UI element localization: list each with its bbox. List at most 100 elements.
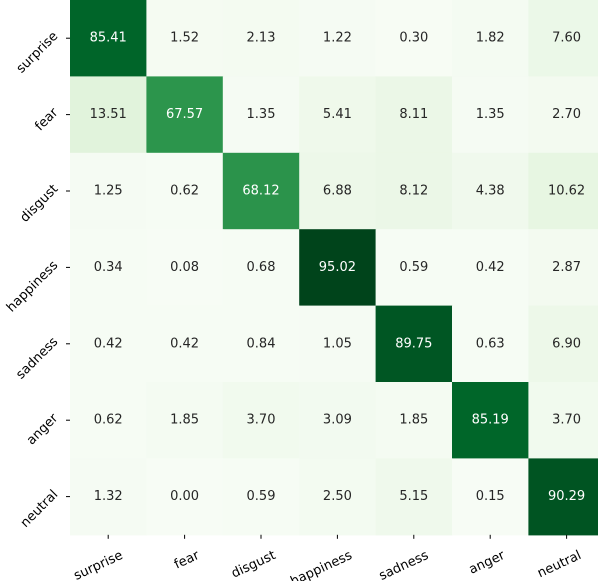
- cell-value-label: 1.82: [476, 31, 505, 46]
- heatmap-cell-anger-happiness: [299, 382, 377, 459]
- heatmap-cell-disgust-neutral: [528, 152, 598, 230]
- cell-value-label: 8.11: [399, 107, 428, 122]
- y-axis: surprise fear disgust happiness sadness anger…: [4, 29, 70, 531]
- heatmap-cell-happiness-happiness: [299, 229, 377, 307]
- cell-value-label: 3.70: [247, 413, 276, 428]
- heatmap-cell-sadness-surprise: [70, 305, 147, 383]
- heatmap-cell-anger-anger: [452, 382, 529, 459]
- cell-value-label: 3.09: [323, 413, 352, 428]
- heatmap-cell-neutral-surprise: [70, 458, 147, 536]
- x-tick-label-anger: anger: [467, 548, 508, 578]
- heatmap-cell-neutral-fear: [146, 458, 224, 536]
- heatmap-cell-surprise-disgust: [222, 0, 300, 77]
- y-tick-label-disgust: disgust: [17, 182, 61, 226]
- y-tick-label-happiness: happiness: [4, 258, 62, 316]
- cell-value-label: 0.68: [247, 260, 276, 275]
- heatmap-cell-neutral-happiness: [299, 458, 377, 536]
- x-axis: surprise fear disgust happiness sadness anger…: [72, 534, 584, 581]
- cell-value-label: 0.59: [399, 260, 428, 275]
- cell-value-label: 0.63: [476, 336, 505, 351]
- cell-value-label: 85.19: [472, 413, 509, 428]
- heatmap-cell-fear-disgust: [222, 76, 300, 154]
- heatmap-cell-neutral-neutral: [528, 458, 598, 536]
- heatmap-cell-fear-sadness: [375, 76, 453, 154]
- heatmap-cell-happiness-anger: [452, 229, 529, 307]
- heatmap-cells: [70, 0, 598, 536]
- heatmap-cell-happiness-neutral: [528, 229, 598, 307]
- heatmap-cell-surprise-happiness: [299, 0, 377, 77]
- cell-value-label: 6.90: [552, 336, 581, 351]
- heatmap-cell-surprise-surprise: [70, 0, 147, 77]
- cell-value-label: 90.29: [548, 489, 585, 504]
- heatmap-cell-neutral-disgust: [222, 458, 300, 536]
- heatmap-cell-sadness-disgust: [222, 305, 300, 383]
- heatmap-cell-surprise-anger: [452, 0, 529, 77]
- heatmap-cell-surprise-fear: [146, 0, 224, 77]
- heatmap-cell-sadness-happiness: [299, 305, 377, 383]
- cell-value-label: 4.38: [476, 184, 505, 199]
- cell-value-label: 5.15: [399, 489, 428, 504]
- cell-value-label: 0.00: [170, 489, 199, 504]
- heatmap-cell-disgust-fear: [146, 152, 224, 230]
- heatmap-cell-neutral-anger: [452, 458, 529, 536]
- heatmap-cell-disgust-happiness: [299, 152, 377, 230]
- heatmap-cell-sadness-neutral: [528, 305, 598, 383]
- heatmap-cell-sadness-fear: [146, 305, 224, 383]
- cell-value-label: 2.70: [552, 107, 581, 122]
- heatmap-cell-happiness-fear: [146, 229, 224, 307]
- cell-value-label: 68.12: [242, 184, 279, 199]
- heatmap-cell-disgust-disgust: [222, 152, 300, 230]
- y-tick-label-surprise: surprise: [14, 29, 62, 77]
- heatmap-cell-disgust-sadness: [375, 152, 453, 230]
- heatmap-cell-fear-neutral: [528, 76, 598, 154]
- cell-value-label: 0.15: [476, 489, 505, 504]
- x-tick-label-surprise: surprise: [72, 548, 126, 581]
- cell-value-label: 5.41: [323, 107, 352, 122]
- cell-value-label: 0.62: [94, 413, 123, 428]
- cell-value-label: 13.51: [90, 107, 127, 122]
- cell-value-label: 7.60: [552, 31, 581, 46]
- heatmap-cell-happiness-surprise: [70, 229, 147, 307]
- cell-value-label: 0.42: [476, 260, 505, 275]
- y-tick-label-fear: fear: [32, 105, 61, 134]
- cell-value-label: 95.02: [319, 260, 356, 275]
- cell-value-label: 2.13: [247, 31, 276, 46]
- heatmap-cell-happiness-sadness: [375, 229, 453, 307]
- x-tick-label-fear: fear: [172, 548, 202, 573]
- cell-value-label: 1.85: [170, 413, 199, 428]
- cell-value-label: 8.12: [399, 184, 428, 199]
- heatmap-cell-surprise-sadness: [375, 0, 453, 77]
- y-tick-label-neutral: neutral: [18, 487, 61, 530]
- cell-value-label: 1.05: [323, 336, 352, 351]
- heatmap-cell-fear-anger: [452, 76, 529, 154]
- heatmap-cell-anger-fear: [146, 382, 224, 459]
- cell-value-label: 1.32: [94, 489, 123, 504]
- y-tick-label-sadness: sadness: [13, 334, 61, 382]
- cell-value-label: 3.70: [552, 413, 581, 428]
- x-tick-label-neutral: neutral: [535, 548, 583, 581]
- heatmap-cell-anger-neutral: [528, 382, 598, 459]
- heatmap-cell-fear-surprise: [70, 76, 147, 154]
- heatmap-cell-anger-surprise: [70, 382, 147, 459]
- cell-value-label: 0.84: [247, 336, 276, 351]
- cell-value-label: 0.34: [94, 260, 123, 275]
- cell-value-label: 1.35: [476, 107, 505, 122]
- x-tick-label-disgust: disgust: [229, 548, 278, 581]
- cell-value-label: 1.25: [94, 184, 123, 199]
- cell-value-label: 0.42: [94, 336, 123, 351]
- heatmap-cell-labels: 85.41 1.52 2.13 1.22 0.30 1.82 7.60 13.51 67.57 1…: [90, 31, 586, 504]
- heatmap-cell-fear-happiness: [299, 76, 377, 154]
- heatmap-cell-disgust-surprise: [70, 152, 147, 230]
- heatmap-cell-happiness-disgust: [222, 229, 300, 307]
- cell-value-label: 85.41: [90, 31, 127, 46]
- heatmap-cell-fear-fear: [146, 76, 224, 154]
- cell-value-label: 0.42: [170, 336, 199, 351]
- cell-value-label: 1.52: [170, 31, 199, 46]
- cell-value-label: 89.75: [395, 336, 432, 351]
- cell-value-label: 2.50: [323, 489, 352, 504]
- cell-value-label: 0.59: [247, 489, 276, 504]
- cell-value-label: 1.22: [323, 31, 352, 46]
- cell-value-label: 1.85: [399, 413, 428, 428]
- cell-value-label: 0.30: [399, 31, 428, 46]
